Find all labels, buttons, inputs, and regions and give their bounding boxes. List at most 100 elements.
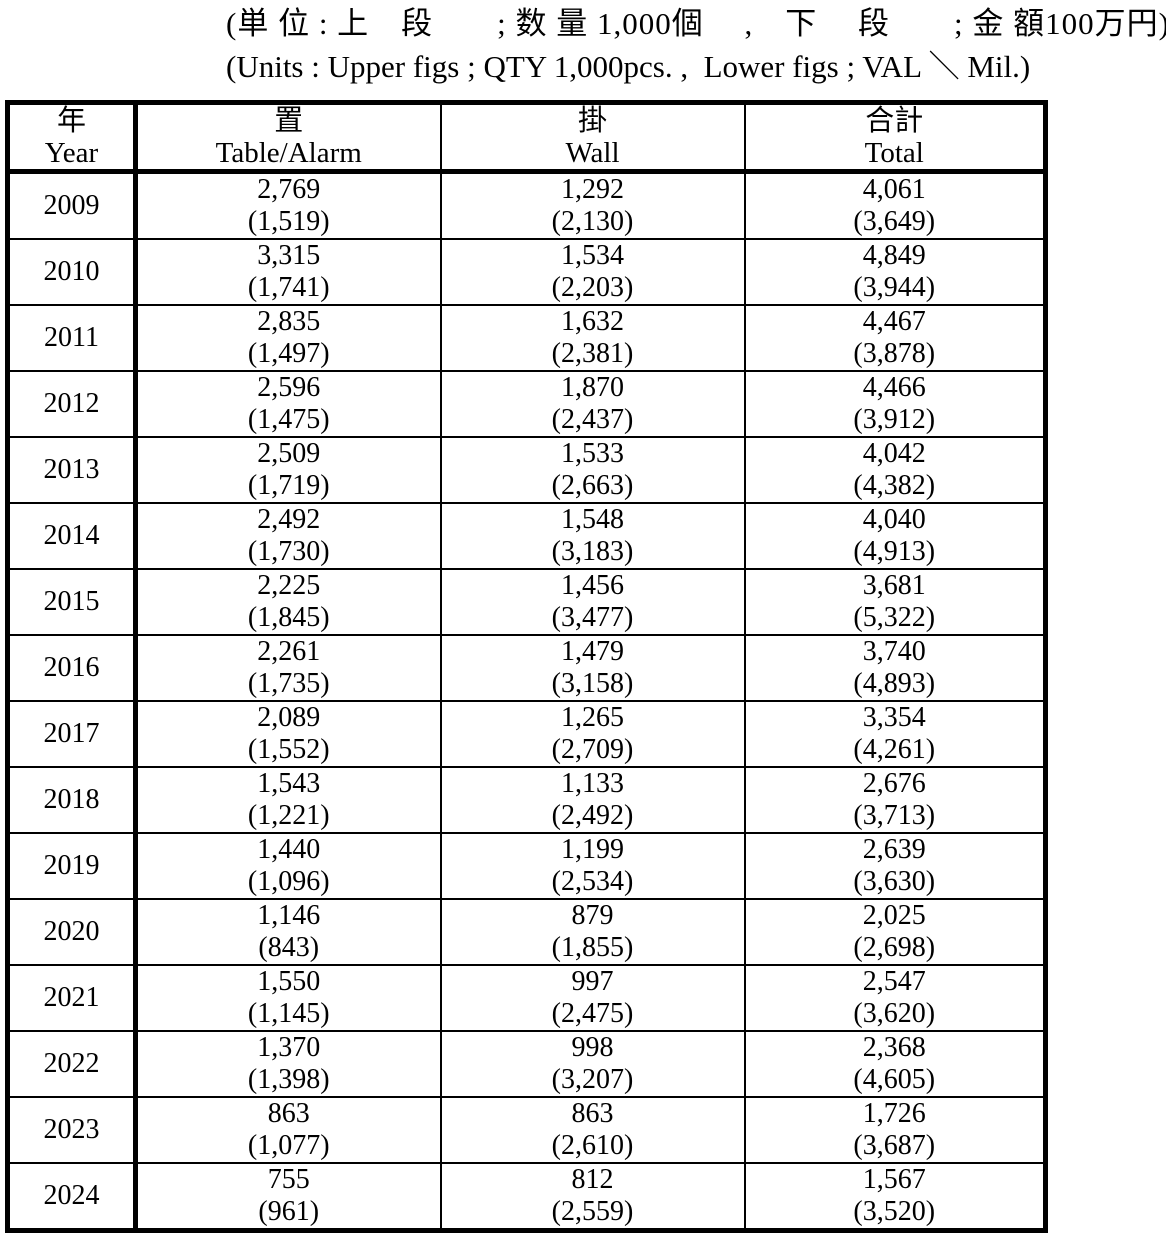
table-row: 2014 2,492 (1,730) 1,548 (3,183) 4,040 (… <box>6 502 1047 570</box>
year-cell: 2019 <box>6 832 138 900</box>
qty-value: 998 <box>571 1032 614 1063</box>
table-row: 2023 863 (1,077) 863 (2,610) 1,726 (3,68… <box>6 1096 1047 1164</box>
year-cell: 2013 <box>6 436 138 504</box>
table-alarm-cell: 2,492 (1,730) <box>134 502 442 570</box>
header-row: 年 Year 置 Table/Alarm 掛 Wall 合計 Total <box>6 101 1047 174</box>
qty-value: 812 <box>571 1164 614 1195</box>
total-cell: 4,042 (4,382) <box>743 436 1047 504</box>
year-cell: 2012 <box>6 370 138 438</box>
header-table-alarm: 置 Table/Alarm <box>134 101 442 174</box>
year-cell: 2023 <box>6 1096 138 1164</box>
amount-value: (2,381) <box>551 338 634 369</box>
qty-value: 1,632 <box>561 306 624 337</box>
amount-value: (2,492) <box>551 800 634 831</box>
qty-value: 2,509 <box>257 438 321 469</box>
table-alarm-cell: 755 (961) <box>134 1162 442 1232</box>
amount-value: (4,893) <box>853 668 936 699</box>
table-alarm-cell: 1,543 (1,221) <box>134 766 442 834</box>
table-row: 2020 1,146 (843) 879 (1,855) 2,025 (2,69… <box>6 898 1047 966</box>
amount-value: (3,158) <box>551 668 634 699</box>
qty-value: 2,225 <box>257 570 321 601</box>
qty-value: 4,042 <box>862 438 926 469</box>
table-alarm-cell: 2,225 (1,845) <box>134 568 442 636</box>
amount-value: (3,183) <box>551 536 634 567</box>
table-row: 2021 1,550 (1,145) 997 (2,475) 2,547 (3,… <box>6 964 1047 1032</box>
year-cell: 2020 <box>6 898 138 966</box>
qty-value: 1,534 <box>561 240 624 271</box>
table-row: 2011 2,835 (1,497) 1,632 (2,381) 4,467 (… <box>6 304 1047 372</box>
qty-value: 1,370 <box>257 1032 321 1063</box>
amount-value: (1,741) <box>247 272 330 303</box>
header-total-jp: 合計 <box>865 105 924 137</box>
header-year-en: Year <box>44 137 99 169</box>
qty-value: 863 <box>267 1098 310 1129</box>
amount-value: (1,719) <box>247 470 330 501</box>
year-cell: 2014 <box>6 502 138 570</box>
qty-value: 2,835 <box>257 306 321 337</box>
table-row: 2016 2,261 (1,735) 1,479 (3,158) 3,740 (… <box>6 634 1047 702</box>
total-cell: 2,368 (4,605) <box>743 1030 1047 1098</box>
header-year: 年 Year <box>6 101 138 174</box>
amount-value: (1,398) <box>247 1064 330 1095</box>
wall-cell: 1,548 (3,183) <box>439 502 746 570</box>
qty-value: 2,025 <box>862 900 926 931</box>
qty-value: 4,466 <box>862 372 926 403</box>
qty-value: 1,548 <box>561 504 624 535</box>
wall-cell: 1,199 (2,534) <box>439 832 746 900</box>
amount-value: (3,520) <box>853 1196 936 1227</box>
table-alarm-cell: 1,146 (843) <box>134 898 442 966</box>
total-cell: 2,547 (3,620) <box>743 964 1047 1032</box>
amount-value: (1,497) <box>247 338 330 369</box>
total-cell: 4,466 (3,912) <box>743 370 1047 438</box>
year-cell: 2017 <box>6 700 138 768</box>
year-cell: 2009 <box>6 170 138 240</box>
total-cell: 4,467 (3,878) <box>743 304 1047 372</box>
clock-shipments-table: 年 Year 置 Table/Alarm 掛 Wall 合計 Total 200… <box>5 100 1048 1233</box>
qty-value: 1,726 <box>862 1098 926 1129</box>
qty-value: 4,467 <box>862 306 926 337</box>
total-cell: 4,849 (3,944) <box>743 238 1047 306</box>
total-cell: 1,726 (3,687) <box>743 1096 1047 1164</box>
table-alarm-cell: 2,769 (1,519) <box>134 170 442 240</box>
header-year-jp: 年 <box>56 105 86 137</box>
wall-cell: 1,479 (3,158) <box>439 634 746 702</box>
table-alarm-cell: 2,509 (1,719) <box>134 436 442 504</box>
table-alarm-cell: 863 (1,077) <box>134 1096 442 1164</box>
amount-value: (3,649) <box>853 206 936 237</box>
total-cell: 4,040 (4,913) <box>743 502 1047 570</box>
table-row: 2015 2,225 (1,845) 1,456 (3,477) 3,681 (… <box>6 568 1047 636</box>
amount-value: (3,630) <box>853 866 936 897</box>
qty-value: 2,547 <box>862 966 926 997</box>
wall-cell: 1,265 (2,709) <box>439 700 746 768</box>
total-cell: 3,681 (5,322) <box>743 568 1047 636</box>
amount-value: (1,145) <box>247 998 330 1029</box>
header-table-alarm-jp: 置 <box>274 105 304 137</box>
year-cell: 2021 <box>6 964 138 1032</box>
amount-value: (2,475) <box>551 998 634 1029</box>
total-cell: 4,061 (3,649) <box>743 170 1047 240</box>
table-alarm-cell: 1,370 (1,398) <box>134 1030 442 1098</box>
header-wall-en: Wall <box>565 137 620 169</box>
qty-value: 1,533 <box>561 438 624 469</box>
year-cell: 2015 <box>6 568 138 636</box>
wall-cell: 997 (2,475) <box>439 964 746 1032</box>
table-row: 2018 1,543 (1,221) 1,133 (2,492) 2,676 (… <box>6 766 1047 834</box>
year-cell: 2016 <box>6 634 138 702</box>
wall-cell: 1,870 (2,437) <box>439 370 746 438</box>
amount-value: (2,534) <box>551 866 634 897</box>
qty-value: 1,146 <box>257 900 321 931</box>
qty-value: 1,543 <box>257 768 321 799</box>
amount-value: (1,845) <box>247 602 330 633</box>
amount-value: (2,559) <box>551 1196 634 1227</box>
amount-value: (1,221) <box>247 800 330 831</box>
wall-cell: 863 (2,610) <box>439 1096 746 1164</box>
qty-value: 2,639 <box>862 834 926 865</box>
header-table-alarm-en: Table/Alarm <box>215 137 362 169</box>
amount-value: (1,552) <box>247 734 330 765</box>
qty-value: 863 <box>571 1098 614 1129</box>
amount-value: (3,620) <box>853 998 936 1029</box>
qty-value: 755 <box>267 1164 310 1195</box>
wall-cell: 1,632 (2,381) <box>439 304 746 372</box>
units-legend-english: (Units : Upper figs ; QTY 1,000pcs. , Lo… <box>226 49 1031 84</box>
